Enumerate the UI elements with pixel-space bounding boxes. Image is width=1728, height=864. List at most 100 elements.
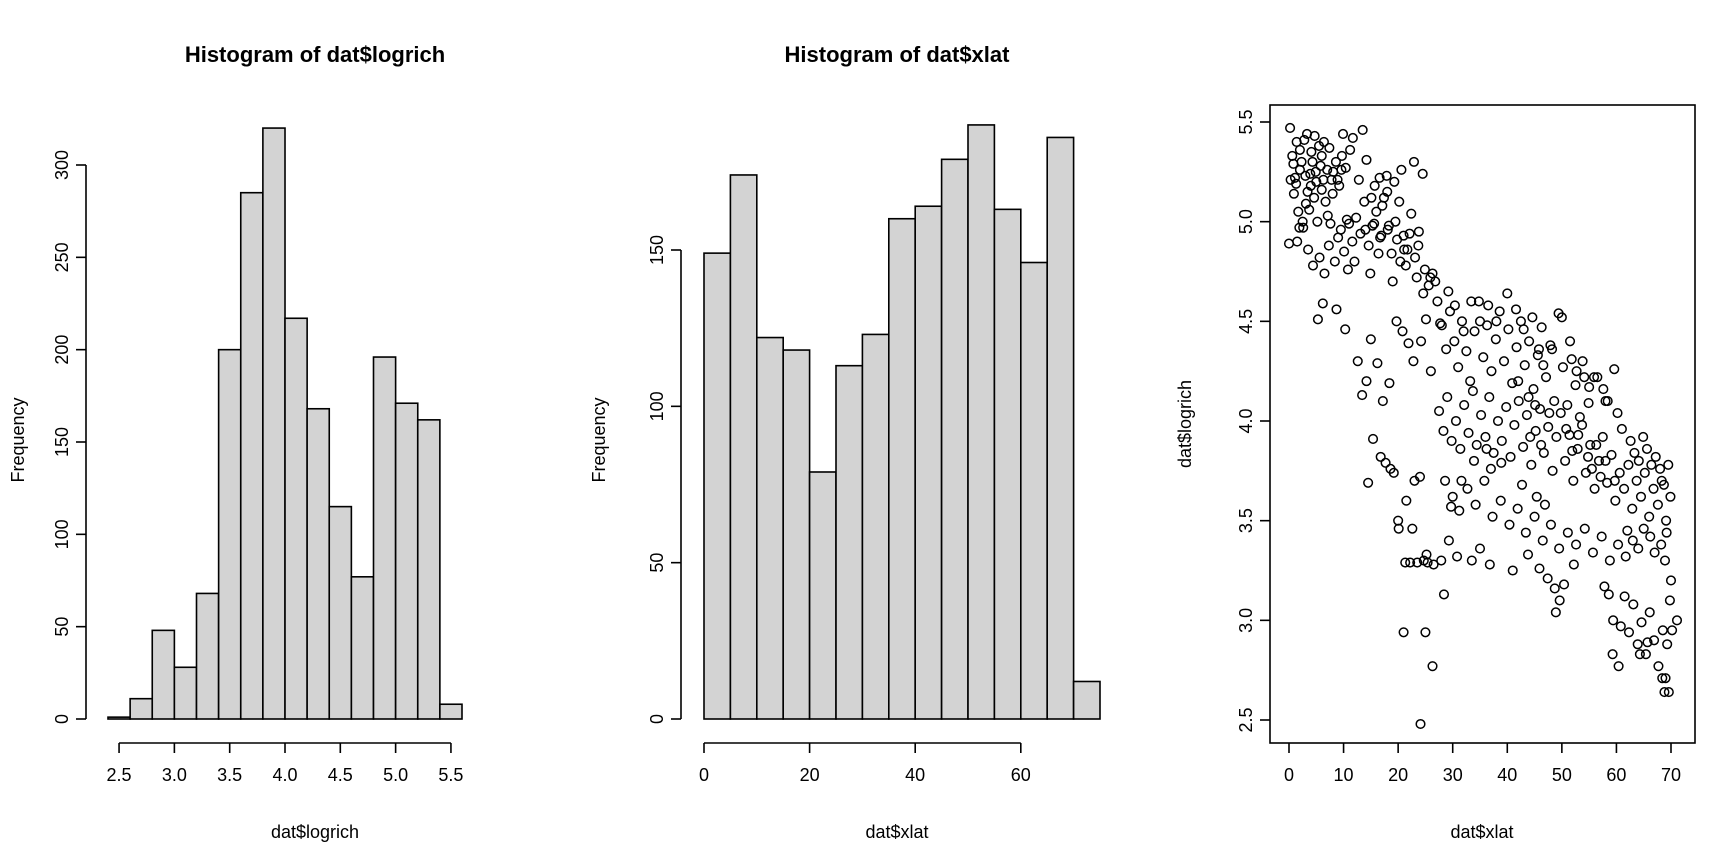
scatter-point bbox=[1546, 344, 1558, 355]
scatter-point bbox=[1416, 336, 1427, 347]
scatter-point bbox=[1312, 314, 1323, 325]
scatter-point bbox=[1663, 459, 1674, 470]
histogram-bar bbox=[835, 364, 864, 720]
scatter-point bbox=[1418, 288, 1429, 299]
histogram-xlat-x-axis: 0 20 40 60 bbox=[699, 742, 1031, 785]
y-tick-label: 3.0 bbox=[1236, 608, 1256, 633]
scatter-point bbox=[1373, 248, 1384, 259]
scatter-point bbox=[1470, 499, 1481, 510]
x-tick-label: 60 bbox=[1011, 765, 1031, 785]
scatter-point bbox=[1326, 174, 1337, 185]
scatter-point bbox=[1547, 465, 1558, 476]
scatter-point bbox=[1376, 230, 1387, 241]
y-tick-label: 0 bbox=[647, 714, 667, 724]
scatter-point bbox=[1404, 228, 1415, 239]
scatter-point bbox=[1577, 356, 1588, 367]
scatter-point bbox=[1510, 304, 1522, 315]
scatter-point bbox=[1443, 286, 1454, 297]
scatter-point bbox=[1382, 186, 1393, 197]
scatter-point bbox=[1604, 555, 1615, 566]
histogram-logrich-y-axis: 0 50 100 150 200 250 300 bbox=[52, 150, 87, 724]
scatter-point bbox=[1632, 639, 1643, 650]
scatter-point bbox=[1345, 144, 1356, 155]
y-tick-label: 4.0 bbox=[1236, 408, 1256, 433]
scatter-point bbox=[1446, 501, 1457, 512]
scatter-point bbox=[1480, 431, 1491, 443]
scatter-point bbox=[1536, 322, 1547, 333]
histogram-bar bbox=[439, 703, 463, 720]
scatter-point bbox=[1612, 407, 1623, 419]
scatter-point bbox=[1639, 467, 1650, 478]
scatter-point bbox=[1661, 515, 1672, 526]
scatter-point bbox=[1436, 320, 1447, 331]
scatter-point bbox=[1600, 396, 1611, 407]
scatter-point bbox=[1323, 240, 1334, 251]
scatter-point bbox=[1662, 639, 1673, 650]
histogram-bar bbox=[967, 124, 996, 720]
x-tick-label: 10 bbox=[1334, 765, 1354, 785]
scatter-point bbox=[1468, 455, 1480, 466]
scatter-point bbox=[1525, 431, 1536, 443]
x-tick-label: 20 bbox=[800, 765, 820, 785]
x-tick-label: 4.5 bbox=[328, 765, 353, 785]
scatter-point bbox=[1577, 419, 1588, 431]
scatter-point bbox=[1380, 457, 1391, 468]
scatter-point bbox=[1325, 218, 1336, 229]
scatter-point bbox=[1412, 557, 1423, 568]
scatter-point bbox=[1334, 180, 1345, 191]
scatter-point bbox=[1513, 396, 1524, 407]
scatter-point bbox=[1522, 549, 1534, 560]
scatter-point bbox=[1305, 168, 1316, 179]
histogram-bar bbox=[107, 716, 131, 720]
scatter-point bbox=[1399, 244, 1410, 255]
scatter-point bbox=[1442, 392, 1453, 403]
scatter-point bbox=[1306, 146, 1317, 157]
histogram-bar bbox=[394, 402, 419, 720]
histogram-logrich-x-axis: 2.5 3.0 3.5 4.0 4.5 5.0 5.5 bbox=[107, 742, 463, 785]
scatter-point bbox=[1474, 543, 1486, 554]
scatter-point bbox=[1656, 539, 1667, 550]
x-tick-label: 70 bbox=[1661, 765, 1681, 785]
scatter-point bbox=[1505, 451, 1516, 462]
scatter-point bbox=[1347, 236, 1358, 247]
scatter-point bbox=[1389, 176, 1400, 187]
scatter-point bbox=[1566, 354, 1577, 365]
scatter-y-axis: 2.5 3.0 3.5 4.0 4.5 5.0 5.5 bbox=[1236, 109, 1270, 733]
scatter-point bbox=[1428, 559, 1439, 570]
y-tick-label: 3.5 bbox=[1236, 508, 1256, 533]
scatter-point bbox=[1473, 296, 1484, 307]
scatter-point bbox=[1377, 200, 1388, 211]
scatter-point bbox=[1622, 525, 1633, 536]
scatter-point bbox=[1309, 192, 1320, 203]
scatter-point bbox=[1502, 288, 1513, 299]
histogram-bar bbox=[217, 348, 242, 720]
scatter-point bbox=[1288, 188, 1299, 199]
scatter-x-axis: 0 10 20 30 40 50 60 70 bbox=[1284, 743, 1681, 785]
scatter-point bbox=[1585, 439, 1596, 450]
scatter-point bbox=[1586, 463, 1597, 474]
scatter-point bbox=[1314, 252, 1325, 263]
scatter-point bbox=[1521, 409, 1532, 421]
scatter-point bbox=[1584, 382, 1595, 393]
scatter-point bbox=[1330, 156, 1341, 167]
scatter-point bbox=[1568, 475, 1579, 486]
scatter-point bbox=[1589, 372, 1600, 383]
scatter-point bbox=[1455, 443, 1466, 454]
scatter-point bbox=[1410, 252, 1421, 263]
scatter-point bbox=[1366, 192, 1377, 203]
x-tick-label: 3.0 bbox=[162, 765, 187, 785]
scatter-point bbox=[1438, 589, 1450, 600]
scatter-point bbox=[1634, 649, 1645, 660]
scatter-point bbox=[1446, 435, 1457, 446]
scatter-point bbox=[1623, 459, 1634, 470]
scatter-point bbox=[1316, 184, 1327, 195]
scatter-ylabel: dat$logrich bbox=[1175, 380, 1195, 468]
scatter-point bbox=[1496, 457, 1507, 468]
scatter-point bbox=[1357, 124, 1368, 136]
scatter-point bbox=[1671, 615, 1683, 626]
scatter-point bbox=[1512, 503, 1523, 514]
scatter-point bbox=[1667, 625, 1678, 636]
y-tick-label: 150 bbox=[647, 235, 667, 265]
scatter-point bbox=[1627, 535, 1638, 546]
scatter-point bbox=[1432, 296, 1443, 307]
